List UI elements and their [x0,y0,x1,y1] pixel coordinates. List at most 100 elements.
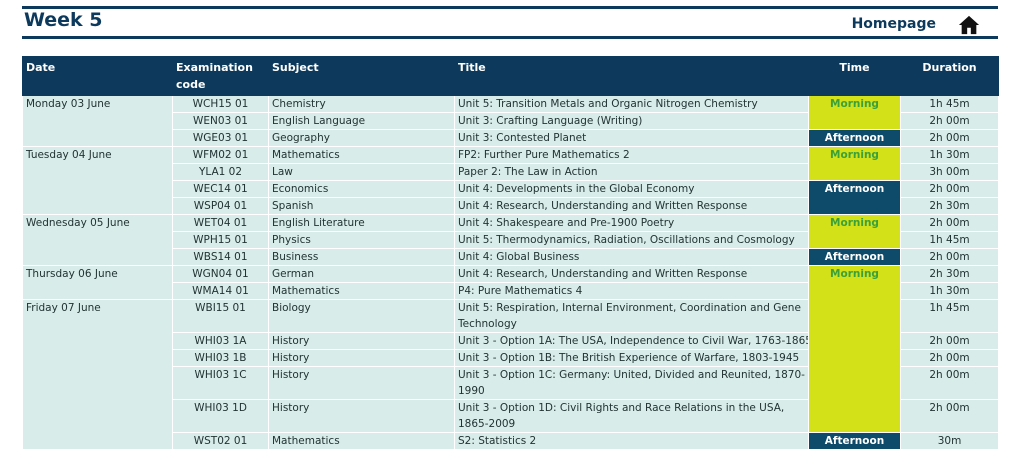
title-cell: Unit 3 - Option 1C: Germany: United, Div… [454,366,809,400]
duration-cell: 2h 00m [900,366,999,400]
code-cell: WEC14 01 [172,180,269,198]
code-cell: WGE03 01 [172,129,269,147]
subject-cell: History [268,399,455,433]
page-title: Week 5 [24,9,103,31]
duration-cell: 2h 00m [900,399,999,433]
code-cell: WPH15 01 [172,231,269,249]
time-cell-morning: Morning [808,214,901,249]
date-cell: Friday 07 June [22,299,173,450]
date-cell: Thursday 06 June [22,265,173,300]
subject-cell: Physics [268,231,455,249]
table-row: Thursday 06 June WGN04 01 German Unit 4:… [22,265,999,433]
title-cell: Unit 4: Shakespeare and Pre-1900 Poetry [454,214,809,232]
code-cell: WST02 01 [172,432,269,450]
duration-cell: 3h 00m [900,163,999,181]
column-header-date: Date [22,56,173,96]
time-cell-morning: Morning [808,146,901,181]
duration-cell: 1h 45m [900,95,999,113]
date-cell: Monday 03 June [22,95,173,147]
duration-cell: 1h 45m [900,231,999,249]
duration-cell: 2h 00m [900,248,999,266]
home-icon[interactable] [958,14,980,36]
duration-cell: 2h 00m [900,214,999,232]
code-cell: WET04 01 [172,214,269,232]
subject-cell: History [268,349,455,367]
title-cell: Unit 5: Respiration, Internal Environmen… [454,299,809,333]
column-header-title: Title [454,56,809,96]
table-row: Friday 07 June WBI15 01 Biology Unit 5: … [22,299,999,450]
code-cell: WBI15 01 [172,299,269,333]
subject-cell: Business [268,248,455,266]
code-cell: WGN04 01 [172,265,269,283]
table-row: WHI03 1C History Unit 3 - Option 1C: Ger… [23,366,999,400]
title-cell: Unit 5: Transition Metals and Organic Ni… [454,95,809,113]
subject-cell: Mathematics [268,432,455,450]
title-cell: Unit 4: Global Business [454,248,809,266]
table-row: WHI03 1D History Unit 3 - Option 1D: Civ… [23,399,999,433]
subject-cell: Economics [268,180,455,198]
table-row: Tuesday 04 June WFM02 01 Mathematics FP2… [22,146,999,215]
subject-cell: Law [268,163,455,181]
duration-cell: 1h 30m [900,146,999,164]
table-row: WST02 01 Mathematics S2: Statistics 2 Af… [23,432,999,450]
code-cell: WFM02 01 [172,146,269,164]
table-header-row: Date Examination code Subject Title Time… [22,56,999,96]
homepage-link[interactable]: Homepage [851,16,936,32]
code-cell: WMA14 01 [172,282,269,300]
title-cell: Unit 4: Research, Understanding and Writ… [454,265,809,283]
title-cell: Unit 4: Developments in the Global Econo… [454,180,809,198]
subject-cell: English Literature [268,214,455,232]
duration-cell: 1h 45m [900,299,999,333]
table-row: WEC14 01 Economics Unit 4: Developments … [23,180,999,215]
title-cell: Unit 3: Contested Planet [454,129,809,147]
code-cell: WHI03 1A [172,332,269,350]
time-cell-morning: Morning [808,95,901,130]
table-row: WEN03 01 English Language Unit 3: Crafti… [23,112,999,130]
subject-cell: Mathematics [268,282,455,300]
time-cell-afternoon: Afternoon [808,129,901,147]
table-row: WPH15 01 Physics Unit 5: Thermodynamics,… [23,231,999,249]
title-cell: FP2: Further Pure Mathematics 2 [454,146,809,164]
duration-cell: 2h 30m [900,265,999,283]
duration-cell: 2h 00m [900,349,999,367]
time-cell-afternoon: Afternoon [808,248,901,266]
title-cell: S2: Statistics 2 [454,432,809,450]
duration-cell: 30m [900,432,999,450]
column-header-code: Examination code [172,56,269,96]
code-cell: WHI03 1D [172,399,269,433]
subject-cell: History [268,366,455,400]
subject-cell: German [268,265,455,283]
column-header-subject: Subject [268,56,455,96]
table-row: WBS14 01 Business Unit 4: Global Busines… [23,248,999,266]
code-cell: WBS14 01 [172,248,269,266]
time-cell-afternoon: Afternoon [808,432,901,450]
table-row: YLA1 02 Law Paper 2: The Law in Action 3… [23,163,999,181]
title-cell: Unit 3 - Option 1D: Civil Rights and Rac… [454,399,809,433]
code-cell: WHI03 1B [172,349,269,367]
title-cell: Paper 2: The Law in Action [454,163,809,181]
subject-cell: Geography [268,129,455,147]
time-cell-afternoon: Afternoon [808,180,901,215]
title-cell: Unit 5: Thermodynamics, Radiation, Oscil… [454,231,809,249]
title-cell: Unit 3 - Option 1A: The USA, Independenc… [454,332,809,350]
duration-cell: 1h 30m [900,282,999,300]
subject-cell: Spanish [268,197,455,215]
title-cell: Unit 3: Crafting Language (Writing) [454,112,809,130]
code-cell: WCH15 01 [172,95,269,113]
subject-cell: Mathematics [268,146,455,164]
duration-cell: 2h 00m [900,129,999,147]
time-cell-morning: Morning [808,265,901,433]
code-cell: WEN03 01 [172,112,269,130]
header-rule [22,36,998,39]
subject-cell: Chemistry [268,95,455,113]
column-header-duration: Duration [900,56,999,96]
exam-timetable: Date Examination code Subject Title Time… [22,56,999,450]
date-cell: Wednesday 05 June [22,214,173,266]
top-rule [22,6,998,9]
column-header-time: Time [808,56,901,96]
title-cell: Unit 4: Research, Understanding and Writ… [454,197,809,215]
table-row: Wednesday 05 June WET04 01 English Liter… [22,214,999,266]
duration-cell: 2h 00m [900,180,999,198]
subject-cell: History [268,332,455,350]
subject-cell: English Language [268,112,455,130]
